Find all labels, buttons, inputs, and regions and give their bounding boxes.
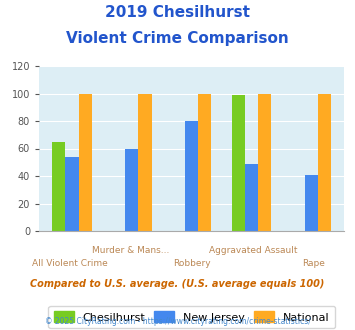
Text: Violent Crime Comparison: Violent Crime Comparison [66, 31, 289, 46]
Bar [78, 93, 92, 231]
Bar [52, 142, 65, 231]
Bar [185, 121, 198, 231]
Text: Aggravated Assault: Aggravated Assault [208, 246, 297, 255]
Text: Murder & Mans...: Murder & Mans... [92, 246, 169, 255]
Text: Rape: Rape [302, 259, 325, 268]
Bar [65, 157, 78, 231]
Text: All Violent Crime: All Violent Crime [32, 259, 108, 268]
Bar [318, 93, 331, 231]
Text: Compared to U.S. average. (U.S. average equals 100): Compared to U.S. average. (U.S. average … [30, 279, 325, 289]
Bar [258, 93, 271, 231]
Bar [198, 93, 212, 231]
Bar [138, 93, 152, 231]
Legend: Chesilhurst, New Jersey, National: Chesilhurst, New Jersey, National [48, 306, 335, 328]
Text: 2019 Chesilhurst: 2019 Chesilhurst [105, 5, 250, 20]
Text: © 2025 CityRating.com - https://www.cityrating.com/crime-statistics/: © 2025 CityRating.com - https://www.city… [45, 317, 310, 326]
Bar [232, 95, 245, 231]
Bar [305, 175, 318, 231]
Bar [245, 164, 258, 231]
Bar [125, 148, 138, 231]
Text: Robbery: Robbery [173, 259, 211, 268]
